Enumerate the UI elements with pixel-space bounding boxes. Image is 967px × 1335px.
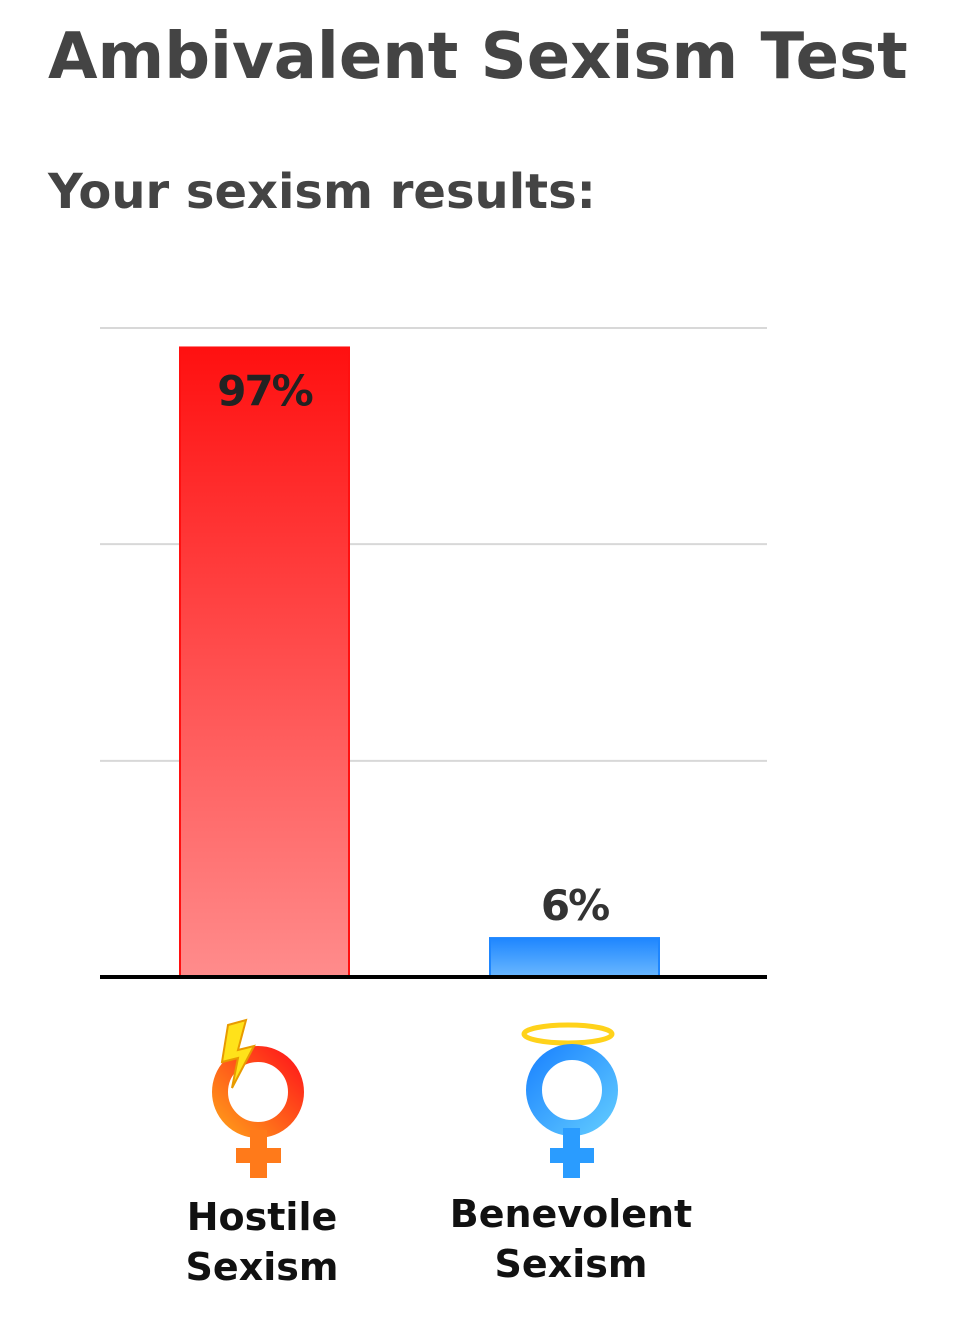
page-title: Ambivalent Sexism Test [48, 20, 908, 94]
bar-value-labels: 97% 6% [217, 366, 611, 930]
category-label-hostile-sexism: Hostile Sexism [186, 1195, 339, 1289]
results-subtitle: Your sexism results: [48, 164, 596, 220]
female-symbol-halo-icon [521, 1022, 618, 1178]
category-label-line: Hostile [187, 1195, 338, 1239]
bar-benevolent-sexism [489, 937, 660, 978]
category-label-benevolent-sexism: Benevolent Sexism [450, 1192, 692, 1286]
category-label-line: Benevolent [450, 1192, 692, 1236]
category-labels: Hostile Sexism Benevolent Sexism [186, 1192, 693, 1289]
female-symbol-lightning-icon [212, 1018, 304, 1178]
bar-hostile-sexism [179, 346, 350, 979]
category-label-line: Sexism [186, 1245, 339, 1289]
category-label-line: Sexism [495, 1242, 648, 1286]
chart-bars [179, 346, 660, 979]
value-label-hostile: 97% [217, 366, 312, 415]
value-label-benevolent: 6% [541, 881, 609, 930]
